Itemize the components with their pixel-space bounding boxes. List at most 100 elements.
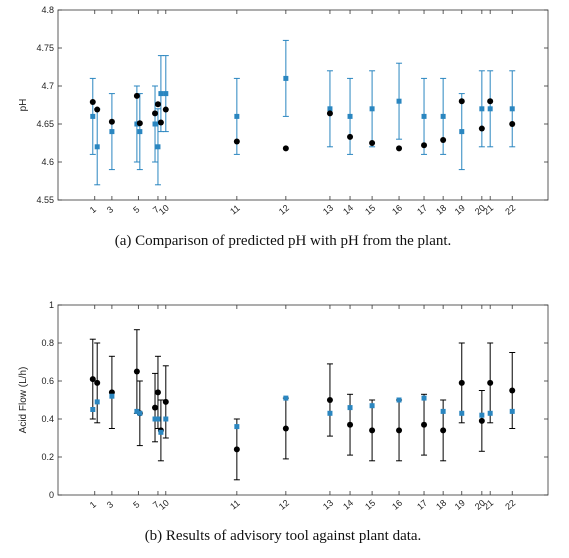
x-tick-label: 14: [341, 498, 355, 512]
x-tick-label: 13: [321, 498, 335, 512]
point: [509, 387, 516, 394]
point: [152, 416, 158, 422]
x-tick-label: 18: [434, 203, 448, 217]
x-tick-label: 22: [503, 498, 517, 512]
y-tick-label: 4.8: [41, 5, 54, 15]
point: [421, 142, 428, 149]
point: [109, 129, 115, 135]
x-tick-label: 21: [481, 498, 495, 512]
y-tick-label: 0.4: [41, 414, 54, 424]
x-tick-label: 18: [434, 498, 448, 512]
point: [479, 106, 485, 112]
point: [326, 110, 333, 117]
point: [369, 106, 375, 112]
point: [136, 120, 143, 127]
x-tick-label: 10: [157, 203, 171, 217]
point: [94, 399, 100, 405]
point: [162, 398, 169, 405]
point: [233, 138, 240, 145]
caption: (a) Comparison of predicted pH with pH f…: [115, 233, 452, 249]
x-tick-label: 10: [157, 498, 171, 512]
point: [233, 446, 240, 453]
point: [152, 404, 159, 411]
point: [283, 75, 289, 81]
point: [133, 92, 140, 99]
point: [327, 106, 333, 112]
point: [487, 410, 493, 416]
point: [440, 427, 447, 434]
point: [509, 408, 515, 414]
x-tick-label: 12: [277, 203, 291, 217]
point: [94, 144, 100, 150]
point: [162, 106, 169, 113]
point: [440, 136, 447, 143]
point: [396, 397, 402, 403]
point: [163, 91, 169, 97]
point: [152, 110, 159, 117]
x-tick-label: 19: [453, 498, 467, 512]
point: [347, 421, 354, 428]
point: [421, 421, 428, 428]
y-tick-label: 0.6: [41, 376, 54, 386]
point: [347, 405, 353, 411]
point: [137, 410, 143, 416]
point: [487, 98, 494, 105]
x-tick-label: 20: [473, 498, 487, 512]
point: [479, 412, 485, 418]
point: [347, 113, 353, 119]
x-tick-label: 11: [228, 498, 242, 512]
point: [155, 416, 161, 422]
point: [152, 121, 158, 127]
point: [89, 376, 96, 383]
caption: (b) Results of advisory tool against pla…: [145, 528, 422, 544]
x-tick-label: 22: [503, 203, 517, 217]
point: [421, 113, 427, 119]
point: [154, 389, 161, 396]
point: [396, 427, 403, 434]
point: [109, 393, 115, 399]
point: [234, 113, 240, 119]
point: [133, 368, 140, 375]
x-tick-label: 20: [473, 203, 487, 217]
point: [487, 106, 493, 112]
point: [154, 101, 161, 108]
point: [440, 113, 446, 119]
point: [458, 379, 465, 386]
point: [90, 407, 96, 412]
point: [509, 121, 516, 127]
point: [459, 410, 465, 416]
point: [369, 427, 376, 434]
point: [327, 410, 333, 416]
point: [369, 140, 376, 146]
point: [478, 417, 485, 424]
x-tick-label: 13: [321, 203, 335, 217]
point: [157, 119, 164, 126]
point: [509, 106, 515, 112]
point: [282, 145, 289, 152]
x-tick-label: 17: [415, 498, 429, 512]
y-tick-label: 4.6: [41, 157, 54, 167]
y-tick-label: 0.2: [41, 452, 54, 462]
plot-area: [57, 304, 549, 496]
point: [94, 379, 101, 386]
plot-area: [57, 9, 549, 201]
point: [90, 113, 96, 119]
point: [283, 395, 289, 401]
point: [396, 98, 402, 104]
point: [134, 121, 140, 127]
point: [326, 397, 333, 403]
x-tick-label: 16: [390, 203, 404, 217]
point: [137, 129, 143, 135]
point: [89, 98, 96, 105]
x-tick-label: 1: [88, 499, 98, 510]
y-tick-label: 0.8: [41, 338, 54, 348]
x-tick-label: 17: [415, 203, 429, 217]
x-tick-label: 11: [228, 203, 242, 217]
y-axis-label: Acid Flow (L/h): [18, 367, 29, 434]
x-tick-label: 5: [131, 499, 141, 510]
point: [440, 408, 446, 414]
y-tick-label: 0: [49, 490, 54, 500]
point: [163, 416, 169, 422]
point: [458, 98, 465, 105]
